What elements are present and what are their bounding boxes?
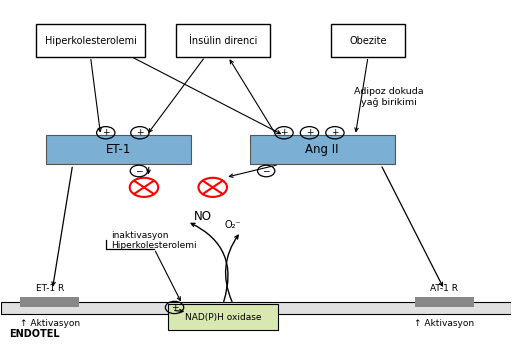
- Text: +: +: [306, 128, 313, 137]
- FancyBboxPatch shape: [20, 297, 79, 308]
- Text: ↑ Aktivasyon: ↑ Aktivasyon: [414, 319, 475, 328]
- FancyBboxPatch shape: [250, 135, 395, 164]
- FancyBboxPatch shape: [168, 304, 278, 330]
- FancyBboxPatch shape: [415, 297, 474, 308]
- FancyBboxPatch shape: [331, 24, 405, 57]
- Text: NAD(P)H oxidase: NAD(P)H oxidase: [185, 312, 261, 322]
- Circle shape: [130, 178, 158, 197]
- Text: NO: NO: [194, 210, 211, 223]
- FancyBboxPatch shape: [46, 135, 191, 164]
- Text: Obezite: Obezite: [349, 36, 387, 46]
- FancyBboxPatch shape: [176, 24, 270, 57]
- Text: ET-1 R: ET-1 R: [36, 284, 64, 293]
- Text: −: −: [135, 166, 143, 175]
- Text: +: +: [102, 128, 110, 137]
- Text: Hiperkolesterolemi: Hiperkolesterolemi: [45, 36, 136, 46]
- Text: inaktivasyon: inaktivasyon: [111, 230, 168, 240]
- Text: ENDOTEL: ENDOTEL: [9, 329, 60, 339]
- Text: +: +: [171, 303, 178, 312]
- Text: Hiperkolesterolemi: Hiperkolesterolemi: [111, 241, 197, 250]
- Text: ET-1: ET-1: [106, 143, 131, 156]
- Text: ↑ Aktivasyon: ↑ Aktivasyon: [19, 319, 80, 328]
- Text: +: +: [136, 128, 144, 137]
- Circle shape: [199, 178, 227, 197]
- Text: +: +: [280, 128, 288, 137]
- FancyBboxPatch shape: [36, 24, 145, 57]
- Text: İnsülin direnci: İnsülin direnci: [189, 36, 257, 46]
- Text: Ang II: Ang II: [306, 143, 339, 156]
- Text: +: +: [331, 128, 338, 137]
- FancyBboxPatch shape: [2, 302, 510, 314]
- Text: O₂⁻: O₂⁻: [225, 220, 241, 230]
- Text: AT-1 R: AT-1 R: [431, 284, 458, 293]
- Text: −: −: [263, 166, 270, 175]
- Text: Adipoz dokuda
yağ birikimi: Adipoz dokuda yağ birikimi: [354, 87, 423, 107]
